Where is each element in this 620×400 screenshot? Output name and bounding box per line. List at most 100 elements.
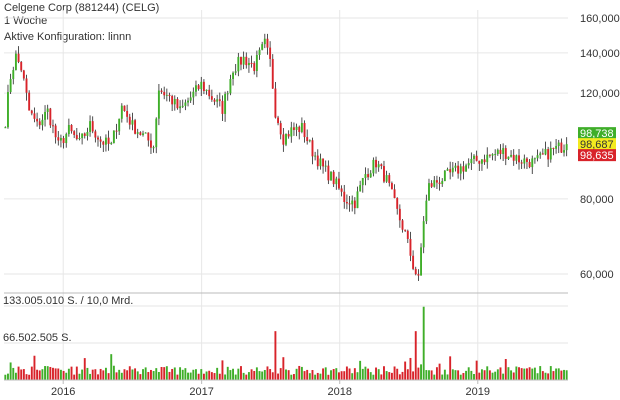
volume-bar xyxy=(475,360,478,380)
candle-body xyxy=(438,182,441,185)
volume-bar xyxy=(229,370,232,380)
candle-body xyxy=(266,38,269,48)
candle-body xyxy=(271,58,274,89)
candle-body xyxy=(520,162,523,164)
candle-body xyxy=(218,99,221,102)
candle-body xyxy=(396,197,399,209)
candle-body xyxy=(49,108,52,126)
volume-bar xyxy=(322,368,325,380)
volume-bar xyxy=(274,331,277,380)
candle-body xyxy=(441,181,444,185)
volume-bar xyxy=(83,358,86,380)
candle-body xyxy=(120,105,123,119)
candle-body xyxy=(54,125,57,138)
candle-body xyxy=(205,89,208,91)
candle-body xyxy=(523,158,526,164)
volume-bar xyxy=(17,366,20,380)
candle-body xyxy=(361,178,364,186)
candle-body xyxy=(277,117,280,124)
volume-bar xyxy=(412,371,415,380)
volume-bar xyxy=(338,372,340,380)
candle-body xyxy=(171,96,174,105)
candle-body xyxy=(547,149,550,160)
badge-high-text: 98,738 xyxy=(580,128,614,140)
volume-bar xyxy=(157,371,160,380)
candle-body xyxy=(75,134,78,140)
volume-bar xyxy=(210,372,213,380)
volume-bar xyxy=(504,358,507,380)
volume-bar xyxy=(523,368,526,380)
volume-bar xyxy=(404,361,407,380)
candle-body xyxy=(73,131,76,135)
candle-body xyxy=(335,178,338,185)
volume-bar xyxy=(457,370,460,380)
candle-body xyxy=(544,149,547,155)
volume-bar xyxy=(128,366,131,380)
candle-body xyxy=(9,79,12,93)
candle-body xyxy=(184,102,187,106)
volume-bar xyxy=(269,369,272,380)
candle-body xyxy=(430,183,433,187)
candle-body xyxy=(118,118,121,132)
volume-bar xyxy=(247,372,250,380)
candle-body xyxy=(30,110,33,114)
volume-bar xyxy=(359,360,362,380)
volume-bar xyxy=(22,369,25,380)
candle-body xyxy=(25,78,28,93)
candle-body xyxy=(345,201,348,204)
candle-body xyxy=(417,274,420,276)
candle-body xyxy=(504,148,507,159)
candle-body xyxy=(287,133,290,137)
volume-bar xyxy=(563,369,565,380)
candle-body xyxy=(102,141,105,145)
candle-body xyxy=(518,155,520,163)
volume-bar xyxy=(57,368,60,380)
candle-body xyxy=(104,137,107,145)
chart-title: Celgene Corp (881244) (CELG) xyxy=(4,2,160,14)
volume-bar xyxy=(165,366,168,380)
candle-body xyxy=(195,85,197,92)
volume-bar xyxy=(496,369,499,380)
volume-bar xyxy=(396,368,399,380)
candle-body xyxy=(531,158,534,168)
badge-last-box xyxy=(578,138,616,151)
volume-bar xyxy=(340,371,343,380)
candle-body xyxy=(240,56,242,65)
volume-bar xyxy=(425,370,428,380)
volume-bar xyxy=(494,371,497,380)
candle-body xyxy=(311,140,314,157)
volume-bar xyxy=(65,372,68,380)
candle-body xyxy=(332,171,335,185)
axes xyxy=(4,292,568,384)
candle-body xyxy=(131,120,134,125)
volume-bar xyxy=(150,369,152,380)
candle-body xyxy=(216,99,219,102)
volume-bar xyxy=(213,373,216,380)
volume-bar xyxy=(279,368,282,380)
grid-lines xyxy=(4,10,568,380)
candle-body xyxy=(480,159,483,164)
candle-body xyxy=(385,175,388,182)
volume-bar xyxy=(97,374,99,380)
volume-bar xyxy=(52,367,54,380)
volume-bar xyxy=(306,369,309,380)
candle-body xyxy=(496,149,499,154)
volume-bar xyxy=(205,371,208,380)
volume-bar xyxy=(560,370,563,380)
volume-bar xyxy=(192,369,195,380)
volume-bar xyxy=(364,366,367,380)
candle-body xyxy=(247,62,250,66)
candle-body xyxy=(494,153,497,155)
volume-bar xyxy=(330,370,332,380)
candle-body xyxy=(462,166,465,172)
volume-bar xyxy=(200,369,203,380)
candle-body xyxy=(261,44,264,50)
candle-body xyxy=(433,180,436,187)
candle-body xyxy=(28,92,31,111)
candle-body xyxy=(279,123,282,135)
volume-bar xyxy=(555,368,558,380)
candle-body xyxy=(41,119,44,126)
candle-body xyxy=(459,166,462,174)
candle-body xyxy=(200,81,203,90)
candle-body xyxy=(112,130,115,143)
